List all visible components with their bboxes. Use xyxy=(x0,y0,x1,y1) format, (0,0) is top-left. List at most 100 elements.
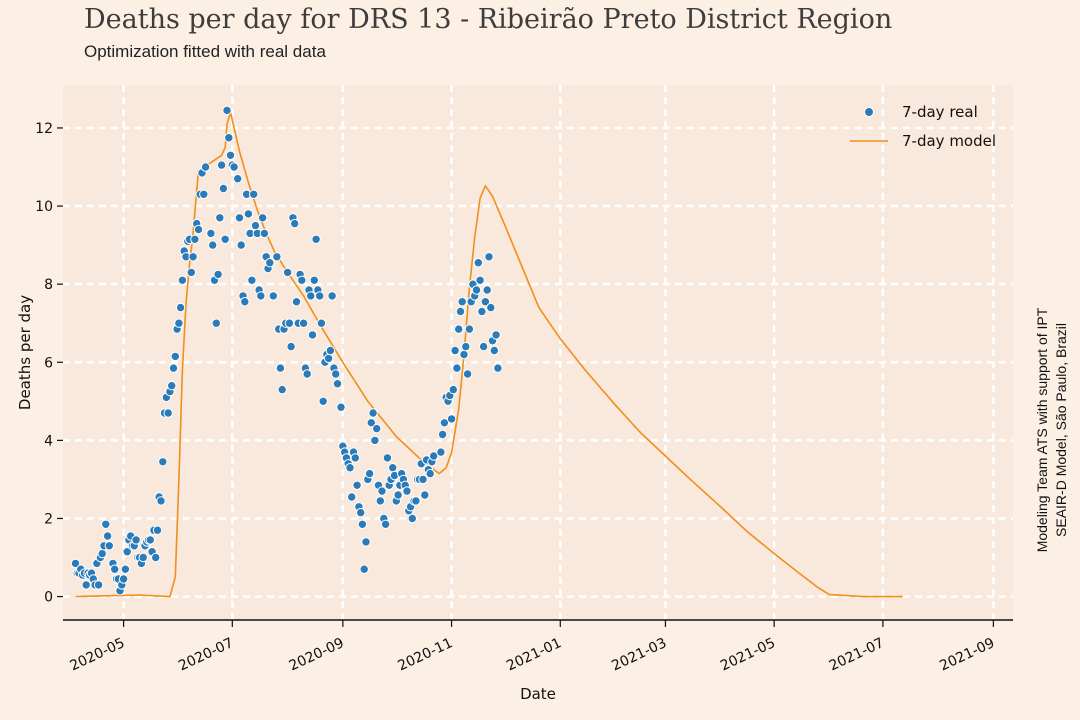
x-tick-label: 2021-03 xyxy=(609,635,669,674)
x-tick-label: 2020-11 xyxy=(395,635,455,674)
real-point xyxy=(177,275,188,285)
real-point xyxy=(186,267,197,278)
grid-lines xyxy=(63,85,1013,620)
real-point xyxy=(491,330,501,340)
legend-model-label: 7-day model xyxy=(902,132,996,150)
real-point xyxy=(206,228,216,239)
real-points xyxy=(70,105,503,596)
real-point xyxy=(489,345,499,356)
real-point xyxy=(138,552,148,563)
real-point xyxy=(452,363,462,373)
real-point xyxy=(170,351,181,362)
real-point xyxy=(493,363,503,373)
real-point xyxy=(145,535,156,545)
real-point xyxy=(265,258,275,268)
real-point xyxy=(200,162,211,172)
real-point xyxy=(377,486,387,496)
real-point xyxy=(316,318,327,328)
real-point xyxy=(208,240,218,250)
real-point xyxy=(250,220,261,231)
real-point xyxy=(110,564,120,574)
real-point xyxy=(323,353,334,364)
real-point xyxy=(331,369,341,379)
real-point xyxy=(306,291,316,301)
real-point xyxy=(477,306,487,317)
real-point xyxy=(97,548,107,559)
real-point xyxy=(345,463,355,473)
y-tick-label: 12 xyxy=(35,121,53,137)
real-point xyxy=(268,291,278,301)
real-point xyxy=(175,302,186,313)
real-point xyxy=(370,435,380,446)
real-point xyxy=(418,474,428,485)
real-point xyxy=(286,341,296,352)
y-tick-label: 10 xyxy=(35,199,53,215)
real-point xyxy=(359,564,369,574)
real-point xyxy=(464,324,475,334)
x-axis-label: Date xyxy=(520,685,556,703)
real-point xyxy=(393,490,403,500)
real-point xyxy=(229,162,239,172)
real-point xyxy=(350,453,360,463)
real-point xyxy=(282,267,293,278)
x-tick-label: 2021-07 xyxy=(827,635,887,674)
real-point xyxy=(450,345,460,356)
real-point xyxy=(275,363,286,373)
real-point xyxy=(120,564,131,574)
y-tick-label: 2 xyxy=(44,511,53,527)
x-tick-label: 2021-09 xyxy=(937,635,997,674)
real-point xyxy=(122,547,132,557)
real-point xyxy=(297,275,307,285)
real-point xyxy=(218,183,229,194)
real-point xyxy=(311,234,321,245)
real-point xyxy=(81,580,91,590)
real-point xyxy=(174,318,184,328)
real-point xyxy=(152,525,163,535)
real-point xyxy=(101,519,111,529)
real-point xyxy=(382,453,393,463)
real-point xyxy=(102,531,113,541)
real-point xyxy=(216,160,227,170)
real-point xyxy=(118,574,129,584)
real-point xyxy=(272,252,282,262)
real-point xyxy=(439,418,450,428)
real-point xyxy=(225,150,236,161)
real-point xyxy=(480,297,491,307)
real-point xyxy=(318,396,328,406)
real-point xyxy=(473,258,483,268)
real-point xyxy=(484,252,494,262)
x-tick-label: 2020-05 xyxy=(68,635,128,674)
y-axis-label: Deaths per day xyxy=(16,295,34,410)
y-tick-label: 0 xyxy=(44,590,53,606)
plot-area xyxy=(63,85,1013,620)
real-point xyxy=(302,369,312,379)
real-point xyxy=(243,209,254,219)
real-point xyxy=(93,580,104,590)
real-point xyxy=(104,541,115,551)
real-point xyxy=(156,496,166,506)
real-point xyxy=(309,275,319,285)
real-point xyxy=(222,105,232,116)
legend-real-marker xyxy=(864,107,874,117)
real-point xyxy=(356,507,366,518)
real-point xyxy=(457,297,467,307)
x-tick-label: 2021-05 xyxy=(718,635,778,674)
real-point xyxy=(352,480,362,490)
real-point xyxy=(407,513,417,524)
credit-line-1: Modeling Team ATS with support of IPT xyxy=(1034,307,1050,552)
real-point xyxy=(290,218,300,229)
real-point xyxy=(347,492,357,502)
legend-real-label: 7-day real xyxy=(902,103,978,121)
real-point xyxy=(366,418,376,428)
real-point xyxy=(131,535,141,545)
real-point xyxy=(446,414,457,424)
real-point xyxy=(364,468,375,479)
y-tick-label: 8 xyxy=(44,277,53,293)
chart-title: Deaths per day for DRS 13 - Ribeirão Pre… xyxy=(84,4,893,35)
real-point xyxy=(199,189,209,200)
real-point xyxy=(259,228,270,239)
real-point xyxy=(298,318,309,328)
real-point xyxy=(461,341,471,352)
real-point xyxy=(215,213,225,223)
